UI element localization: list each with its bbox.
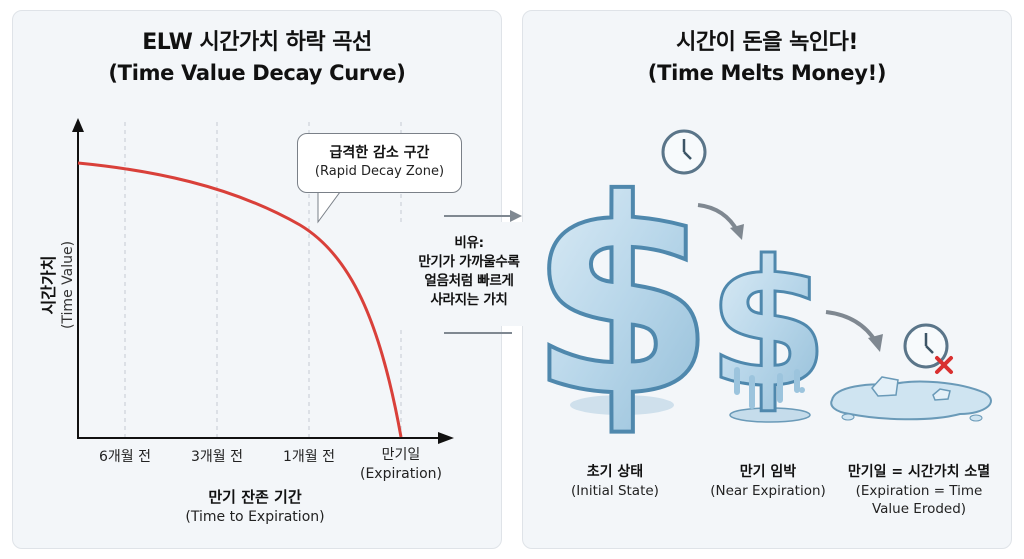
stage-label-initial: 초기 상태 (Initial State) xyxy=(560,462,670,500)
stage-expiration-korean: 만기일 = 시간가치 소멸 xyxy=(847,464,991,480)
svg-text:$: $ xyxy=(528,141,716,456)
analogy-arrows xyxy=(444,210,522,334)
red-x-icon xyxy=(935,356,953,374)
x-tick-6m: 6개월 전 xyxy=(99,449,151,465)
analogy-text: 비유: 만기가 가까울수록 얼음처럼 빠르게 사라지는 가치 xyxy=(394,222,544,326)
puddle-icon xyxy=(830,376,992,422)
svg-text:$: $ xyxy=(707,224,829,427)
callout-english: (Rapid Decay Zone) xyxy=(314,164,445,179)
stage-expiration-english-2: Value Eroded) xyxy=(871,501,967,517)
y-axis-arrow-icon xyxy=(72,118,84,132)
decay-curve-title: ELW 시간가치 하락 곡선 (Time Value Decay Curve) xyxy=(12,28,502,88)
stage-initial-english: (Initial State) xyxy=(571,483,659,499)
analogy-line-4: 사라지는 가치 xyxy=(430,292,508,308)
x-axis-label-english: (Time to Expiration) xyxy=(185,509,325,525)
stage-label-expiration: 만기일 = 시간가치 소멸 (Expiration = Time Value E… xyxy=(834,462,1004,518)
stage-near-english: (Near Expiration) xyxy=(710,483,826,499)
right-title-english: (Time Melts Money!) xyxy=(647,61,887,85)
stage-near-korean: 만기 임박 xyxy=(739,464,797,480)
x-tick-expiration-korean: 만기일 xyxy=(381,447,421,463)
axes xyxy=(72,118,454,444)
ice-dollar-icon: $ xyxy=(526,139,718,458)
decay-curve xyxy=(77,161,403,438)
title-english: (Time Value Decay Curve) xyxy=(108,61,406,85)
x-tick-expiration: 만기일 (Expiration) xyxy=(356,446,446,484)
x-tick-3m: 3개월 전 xyxy=(191,449,243,465)
stage-initial-korean: 초기 상태 xyxy=(586,464,644,480)
analogy-line-3: 얼음처럼 빠르게 xyxy=(424,273,514,289)
title-korean: ELW 시간가치 하락 곡선 xyxy=(142,30,372,55)
melting-money-title: 시간이 돈을 녹인다! (Time Melts Money!) xyxy=(522,28,1012,88)
transition-arrow-icon-2 xyxy=(825,310,878,344)
x-tick-1m: 1개월 전 xyxy=(283,449,335,465)
x-axis-arrow-icon xyxy=(438,432,454,444)
melting-money-panel xyxy=(522,10,1012,549)
analogy-line-2: 만기가 가까울수록 xyxy=(418,254,520,270)
clock-icon xyxy=(661,129,707,175)
callout-korean: 급격한 감소 구간 xyxy=(329,145,430,161)
stage-label-near-expiration: 만기 임박 (Near Expiration) xyxy=(700,462,836,500)
analogy-line-1: 비유: xyxy=(454,235,484,251)
rapid-decay-callout: 급격한 감소 구간 (Rapid Decay Zone) xyxy=(297,133,462,193)
melting-dollar-icon: $ xyxy=(706,223,831,429)
x-axis-label-korean: 만기 잔존 기간 xyxy=(208,488,302,506)
stage-expiration-english-1: (Expiration = Time xyxy=(855,483,983,499)
right-title-korean: 시간이 돈을 녹인다! xyxy=(676,30,858,55)
x-tick-expiration-english: (Expiration) xyxy=(360,466,442,482)
